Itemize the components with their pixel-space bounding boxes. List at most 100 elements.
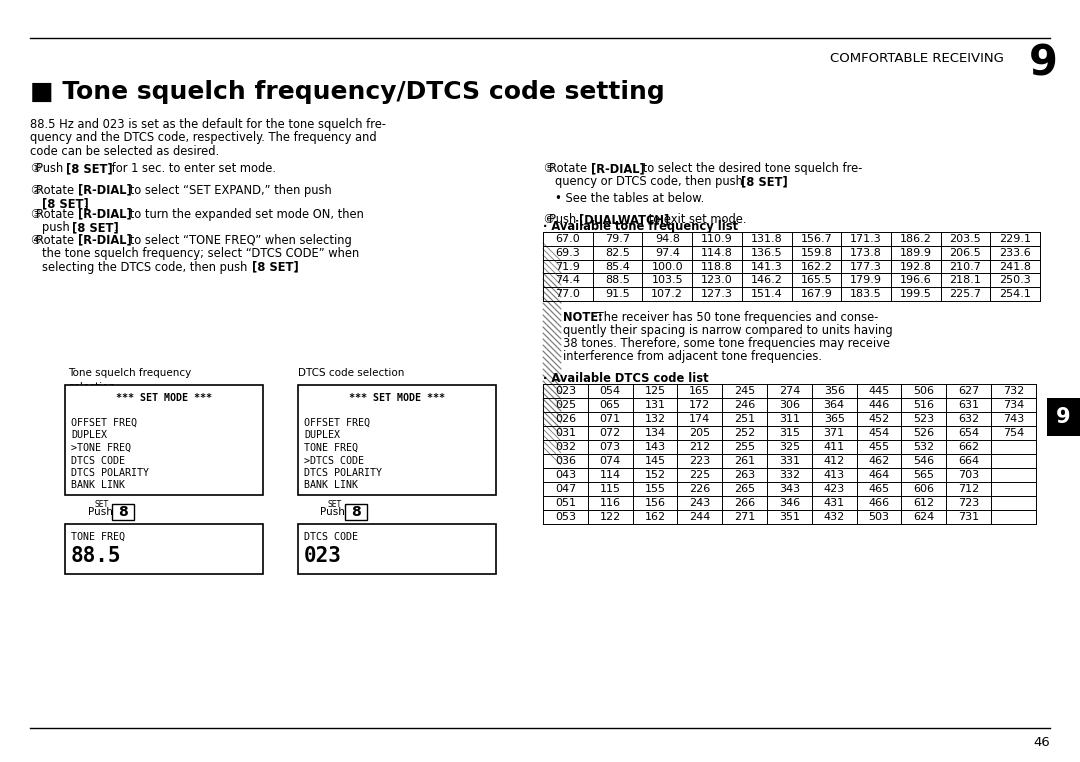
Text: 162.2: 162.2 [800,261,833,271]
Text: 445: 445 [868,386,890,396]
Bar [65,385,264,495]
Text: 226: 226 [689,484,711,494]
Text: 132: 132 [645,414,665,424]
Text: 325: 325 [779,442,800,452]
Text: 465: 465 [868,484,890,494]
Text: [8 SET]: [8 SET] [42,197,89,210]
Text: 94.8: 94.8 [654,234,679,244]
Text: 263: 263 [734,470,755,480]
Text: 143: 143 [645,442,665,452]
Text: 346: 346 [779,498,800,508]
Text: 343: 343 [779,484,800,494]
Bar [112,504,134,520]
Text: 036: 036 [555,456,576,466]
Text: 97.4: 97.4 [654,248,679,258]
Text: 125: 125 [645,386,665,396]
Text: 664: 664 [958,456,980,466]
Text: 245: 245 [734,386,755,396]
Text: 043: 043 [555,470,576,480]
Text: 243: 243 [689,498,711,508]
Text: 110.9: 110.9 [701,234,733,244]
Text: 051: 051 [555,498,576,508]
Text: 146.2: 146.2 [751,275,783,285]
Text: 065: 065 [599,400,621,410]
Text: 452: 452 [868,414,890,424]
Text: 743: 743 [1002,414,1024,424]
Text: 654: 654 [958,428,980,438]
Text: 151.4: 151.4 [751,289,783,299]
Text: 031: 031 [555,428,576,438]
Text: · Available tone frequency list: · Available tone frequency list [543,220,738,233]
Text: to select “TONE FREQ” when selecting: to select “TONE FREQ” when selecting [126,233,352,247]
Text: 85.4: 85.4 [605,261,630,271]
Text: ⑥: ⑥ [543,213,553,226]
Text: DUPLEX: DUPLEX [71,431,107,440]
Text: 546: 546 [914,456,934,466]
Text: 364: 364 [824,400,845,410]
Text: DUPLEX: DUPLEX [303,431,340,440]
Text: 218.1: 218.1 [949,275,982,285]
Text: 116: 116 [599,498,621,508]
Text: 183.5: 183.5 [850,289,882,299]
Text: 627: 627 [958,386,980,396]
Text: 225: 225 [689,470,711,480]
Text: 122: 122 [599,512,621,522]
Text: 250.3: 250.3 [999,275,1031,285]
Text: 266: 266 [734,498,755,508]
Text: 177.3: 177.3 [850,261,882,271]
Bar [345,504,367,520]
Text: 156.7: 156.7 [800,234,833,244]
Text: 306: 306 [779,400,800,410]
Text: 79.7: 79.7 [605,234,630,244]
Text: 82.5: 82.5 [605,248,630,258]
Bar [298,385,496,495]
Text: 114: 114 [599,470,621,480]
Text: .: . [113,222,118,235]
Text: 171.3: 171.3 [850,234,882,244]
Text: Tone squelch frequency: Tone squelch frequency [68,368,191,378]
Text: interference from adjacent tone frequencies.: interference from adjacent tone frequenc… [563,350,822,363]
Text: quency or DTCS code, then push: quency or DTCS code, then push [555,175,746,188]
Text: .: . [294,261,297,274]
Text: 662: 662 [958,442,980,452]
Text: 159.8: 159.8 [800,248,833,258]
Text: 073: 073 [599,442,621,452]
Text: 205: 205 [689,428,711,438]
Text: 331: 331 [779,456,800,466]
Text: 431: 431 [824,498,845,508]
Text: 165.5: 165.5 [800,275,833,285]
Text: .: . [84,197,87,210]
Text: 432: 432 [824,512,845,522]
Text: 229.1: 229.1 [999,234,1031,244]
Text: 565: 565 [914,470,934,480]
Text: DTCS POLARITY: DTCS POLARITY [303,468,382,478]
Text: push: push [42,222,73,235]
Text: [8 SET]: [8 SET] [66,162,112,175]
Text: 731: 731 [958,512,980,522]
Text: DTCS POLARITY: DTCS POLARITY [71,468,149,478]
Text: Rotate: Rotate [549,162,591,175]
Text: 356: 356 [824,386,845,396]
Text: 265: 265 [734,484,755,494]
Text: 199.5: 199.5 [900,289,932,299]
Text: 123.0: 123.0 [701,275,733,285]
Bar [1047,398,1080,436]
Text: DTCS code selection: DTCS code selection [298,368,404,378]
Text: >TONE FREQ: >TONE FREQ [71,443,131,453]
Text: 103.5: 103.5 [651,275,683,285]
Text: 074: 074 [599,456,621,466]
Text: 025: 025 [555,400,576,410]
Text: *** SET MODE ***: *** SET MODE *** [116,393,212,403]
Text: 67.0: 67.0 [555,234,580,244]
Text: 115: 115 [599,484,621,494]
Text: >DTCS CODE: >DTCS CODE [303,456,364,466]
Text: • See the tables at below.: • See the tables at below. [555,192,704,205]
Text: ③: ③ [30,208,40,221]
Text: 632: 632 [958,414,980,424]
Text: The receiver has 50 tone frequencies and conse-: The receiver has 50 tone frequencies and… [593,311,878,324]
Text: [R-DIAL]: [R-DIAL] [78,233,132,247]
Text: for 1 sec. to enter set mode.: for 1 sec. to enter set mode. [108,162,275,175]
Text: code can be selected as desired.: code can be selected as desired. [30,145,219,158]
Text: to select the desired tone squelch fre-: to select the desired tone squelch fre- [639,162,862,175]
Text: 703: 703 [958,470,980,480]
